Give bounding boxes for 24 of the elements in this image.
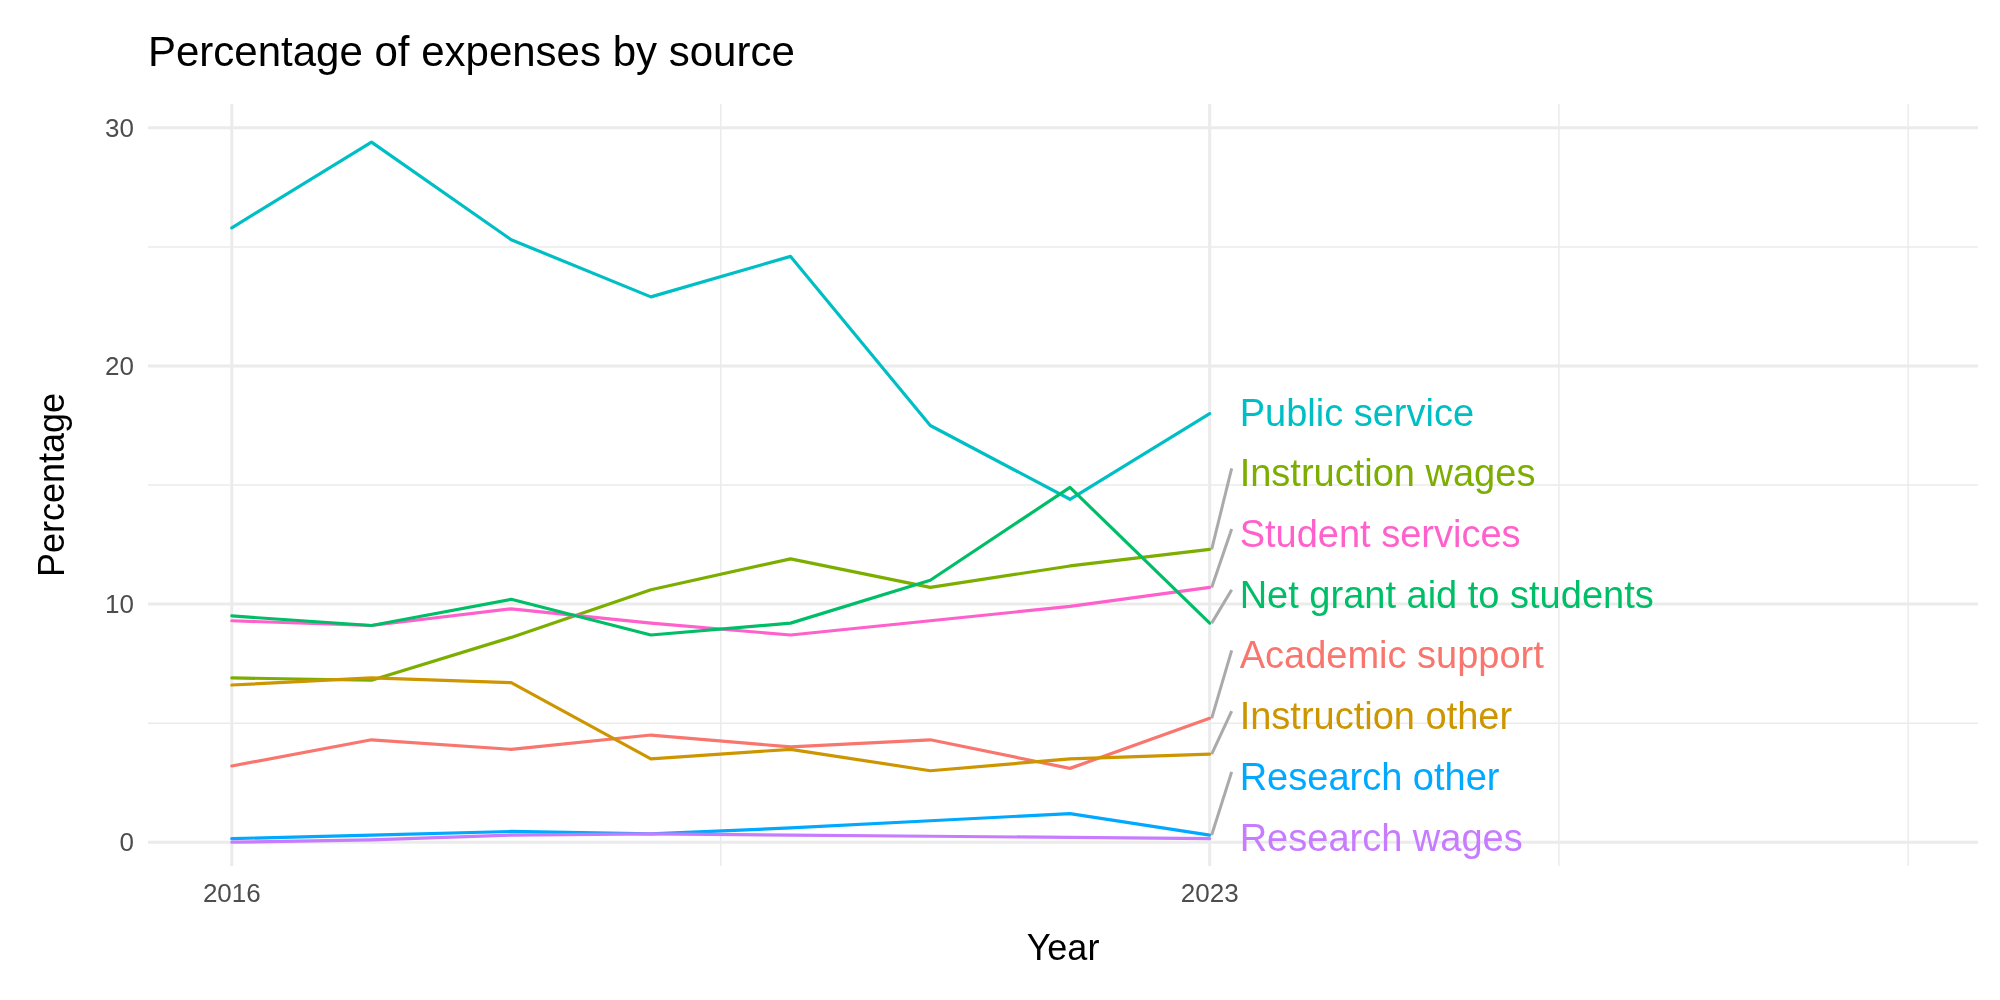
line-series [230,832,1212,844]
series-label: Public service [1239,391,1475,434]
series-label: Net grant aid to students [1239,573,1654,616]
y-tick-label: 30 [105,112,134,143]
series-label: Research wages [1239,816,1523,859]
line-series [230,716,1212,770]
x-axis-title: Year [1026,927,1100,968]
series-label: Student services [1239,513,1521,556]
chart-title: Percentage of expenses by source [148,28,795,75]
line-series [230,676,1212,773]
line-series [230,485,1212,637]
line-series [230,547,1212,682]
series-label: Instruction other [1239,695,1513,738]
y-tick-label: 0 [119,827,134,858]
series-label: Instruction wages [1239,452,1536,495]
x-tick-label: 2016 [202,878,261,908]
x-tick-label: 2023 [1180,878,1239,908]
y-tick-label: 20 [105,350,134,381]
line-series [230,812,1212,841]
y-tick-label: 10 [105,589,134,620]
y-axis-title: Percentage [31,392,72,578]
line-series [230,140,1212,501]
series-label: Academic support [1239,634,1545,677]
series-label: Research other [1239,755,1500,798]
